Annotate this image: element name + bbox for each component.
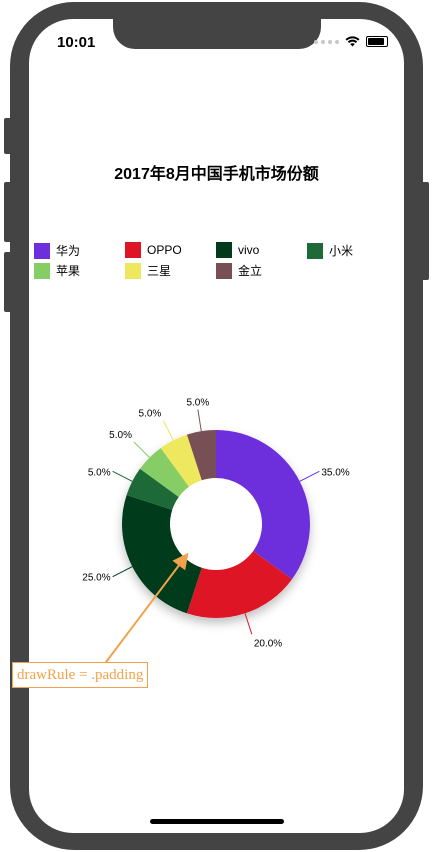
signal-icon bbox=[314, 39, 339, 44]
chart-labels: 35.0% 20.0% 25.0% 5.0% 5.0% 5.0% 5.0% bbox=[82, 397, 350, 649]
legend-label: OPPO bbox=[147, 243, 182, 257]
legend-label: 金立 bbox=[238, 264, 263, 278]
status-icons bbox=[314, 36, 388, 47]
legend-swatch bbox=[216, 242, 232, 258]
status-time: 10:01 bbox=[57, 34, 96, 51]
legend-label: 苹果 bbox=[56, 264, 81, 278]
slice-value-label: 5.0% bbox=[139, 409, 162, 420]
legend-item: OPPO bbox=[125, 242, 182, 258]
legend-item: 三星 bbox=[125, 262, 171, 279]
leader-line bbox=[197, 409, 202, 432]
home-indicator bbox=[150, 819, 284, 824]
annotation-arrow bbox=[93, 552, 189, 679]
power-button bbox=[421, 182, 429, 280]
slice-value-label: 35.0% bbox=[321, 467, 349, 478]
slice-value-label: 25.0% bbox=[82, 573, 110, 584]
legend-label: 三星 bbox=[147, 264, 172, 278]
pie-slice bbox=[126, 468, 179, 510]
leader-line bbox=[112, 566, 133, 578]
legend-swatch bbox=[216, 262, 232, 279]
legend-item: 金立 bbox=[216, 262, 262, 279]
legend-item: 华为 bbox=[34, 242, 80, 259]
slice-value-label: 5.0% bbox=[88, 467, 111, 478]
pie-slice bbox=[186, 430, 216, 481]
pie-slice bbox=[216, 430, 310, 580]
battery-icon bbox=[366, 36, 388, 47]
pie-slice bbox=[122, 494, 202, 614]
legend-item: 小米 bbox=[307, 242, 353, 259]
screen: 10:01 2017年8月中国手机市场份额 华为 OPPO vivo 小米苹果 三星 金立 bbox=[29, 19, 404, 833]
leader-line bbox=[133, 441, 150, 458]
leader-line bbox=[112, 470, 133, 482]
legend-item: 苹果 bbox=[34, 262, 80, 279]
annotation-label: drawRule = .padding bbox=[12, 662, 149, 688]
legend-label: 华为 bbox=[56, 244, 81, 258]
chart-title: 2017年8月中国手机市场份额 bbox=[114, 166, 319, 183]
mute-switch bbox=[4, 118, 12, 154]
leader-line bbox=[244, 613, 253, 635]
legend-swatch bbox=[307, 242, 323, 259]
leader-line bbox=[162, 420, 174, 441]
legend-label: 小米 bbox=[329, 244, 354, 258]
slice-value-label: 20.0% bbox=[254, 638, 282, 649]
chart-slices bbox=[122, 430, 310, 618]
legend-swatch bbox=[34, 242, 50, 259]
notch bbox=[113, 19, 321, 49]
pie-slice bbox=[160, 434, 202, 487]
wifi-icon bbox=[345, 36, 360, 47]
volume-down-button bbox=[4, 252, 12, 312]
legend-swatch bbox=[34, 262, 50, 279]
leader-line bbox=[299, 470, 320, 482]
legend-swatch bbox=[125, 242, 141, 258]
pie-slice bbox=[186, 551, 293, 618]
volume-up-button bbox=[4, 182, 12, 242]
legend-label: vivo bbox=[238, 243, 260, 257]
legend-item: vivo bbox=[216, 242, 259, 258]
slice-value-label: 5.0% bbox=[186, 397, 209, 408]
legend-swatch bbox=[125, 262, 141, 279]
slice-value-label: 5.0% bbox=[109, 430, 132, 441]
pie-slice bbox=[139, 447, 189, 497]
